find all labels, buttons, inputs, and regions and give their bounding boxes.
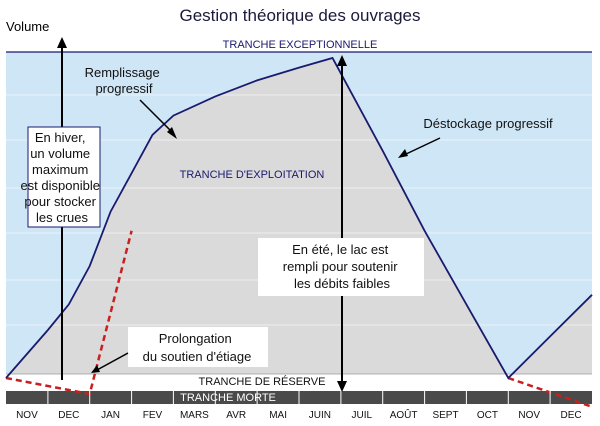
volume-area <box>6 58 592 378</box>
chart-title: Gestion théorique des ouvrages <box>180 6 421 25</box>
annotation-remplissage: Remplissage progressif <box>85 65 164 96</box>
month-label: MARS <box>180 410 209 421</box>
annotation-ete: En été, le lac est rempli pour soutenir … <box>283 242 402 291</box>
destockage-arrow <box>398 137 441 158</box>
annotation-ete-box <box>258 238 424 296</box>
month-label: NOV <box>518 410 540 421</box>
annotation-hiver: En hiver, un volume maximum est disponib… <box>20 130 103 225</box>
y-axis-label: Volume <box>6 19 49 34</box>
month-label: DEC <box>58 410 79 421</box>
month-label: DEC <box>561 410 582 421</box>
month-labels: NOV DEC JAN FEV MARS AVR MAI JUIN JUIL AOÛT SEPT OC… <box>16 408 582 421</box>
band-label-morte: TRANCHE MORTE <box>180 392 276 404</box>
month-label: JUIL <box>352 410 373 421</box>
band-label-exceptionnelle: TRANCHE EXCEPTIONNELLE <box>223 39 378 51</box>
month-label: AVR <box>226 410 246 421</box>
annotation-destockage: Déstockage progressif <box>423 116 553 131</box>
month-label: AOÛT <box>390 408 418 421</box>
reserve-zone-strip <box>6 374 592 388</box>
volume-curve <box>5 56 593 380</box>
month-label: NOV <box>16 410 38 421</box>
month-label: MAI <box>269 410 287 421</box>
month-label: JUIN <box>309 410 331 421</box>
month-label: OCT <box>477 410 498 421</box>
annotation-prolongation: Prolongation du soutien d'étiage <box>143 331 252 364</box>
band-label-exploitation: TRANCHE D'EXPLOITATION <box>180 169 325 181</box>
summer-volume-arrow <box>337 55 347 392</box>
prolongation-arrow <box>91 352 129 373</box>
month-label: SEPT <box>432 410 458 421</box>
band-label-reserve: TRANCHE DE RÉSERVE <box>199 375 326 388</box>
month-separators <box>47 391 551 404</box>
annotation-prolongation-box <box>128 327 268 367</box>
month-label: JAN <box>101 410 120 421</box>
month-label: FEV <box>143 410 163 421</box>
remplissage-arrow <box>139 99 177 139</box>
annotation-hiver-box <box>27 126 101 228</box>
